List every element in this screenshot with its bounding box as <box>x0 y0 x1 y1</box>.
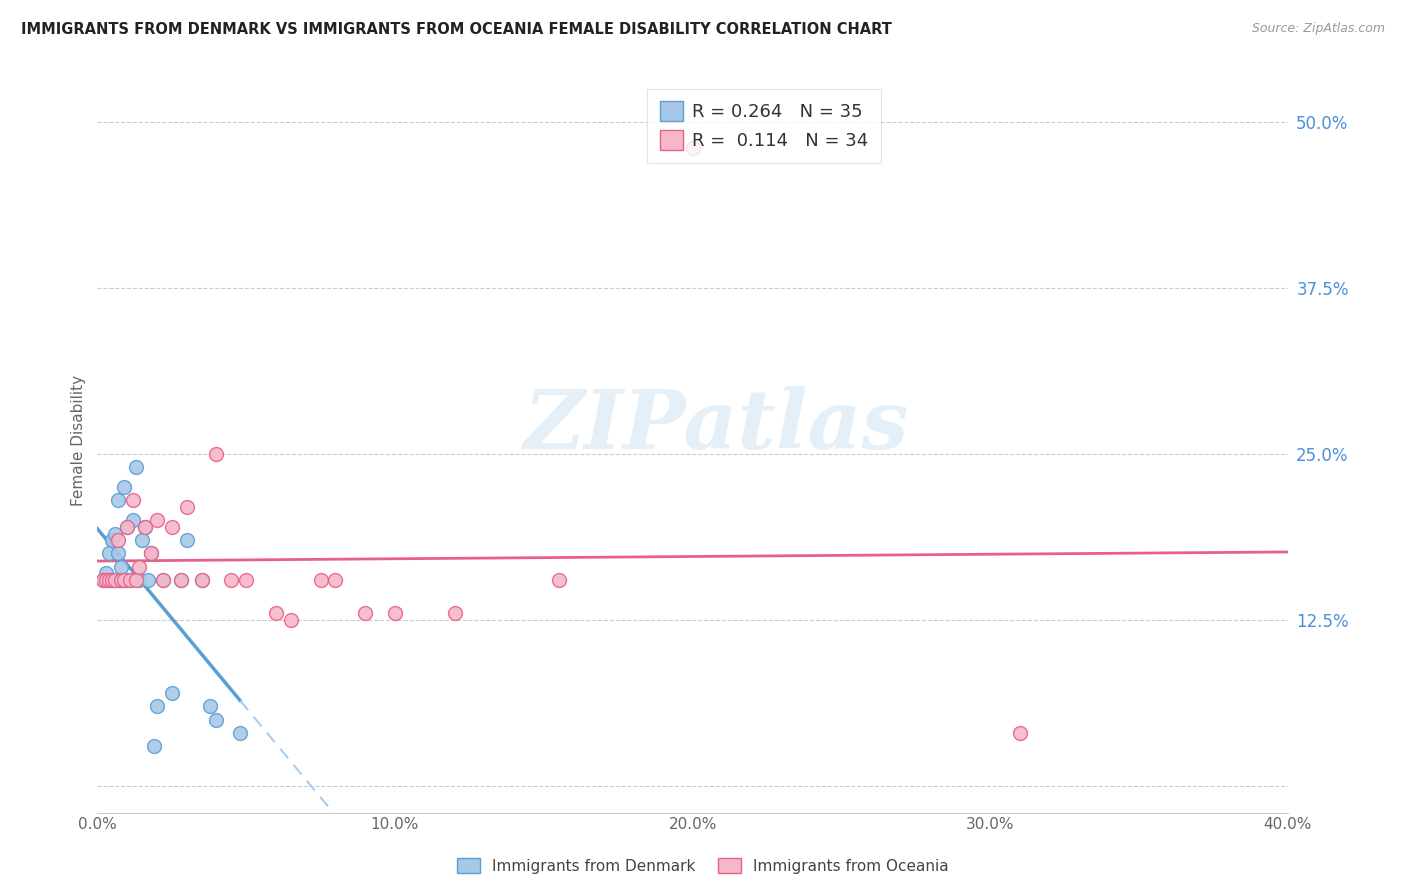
Point <box>120 573 142 587</box>
Point <box>170 573 193 587</box>
Point <box>384 606 406 620</box>
Point <box>98 546 121 560</box>
Point <box>107 493 129 508</box>
Point <box>139 546 162 560</box>
Point <box>98 573 121 587</box>
Point <box>96 573 118 587</box>
Point <box>443 606 465 620</box>
Point <box>110 559 132 574</box>
Point <box>101 573 124 587</box>
Point <box>112 573 135 587</box>
Point <box>122 513 145 527</box>
Point <box>115 573 138 587</box>
Point <box>134 520 156 534</box>
Point <box>354 606 377 620</box>
Text: IMMIGRANTS FROM DENMARK VS IMMIGRANTS FROM OCEANIA FEMALE DISABILITY CORRELATION: IMMIGRANTS FROM DENMARK VS IMMIGRANTS FR… <box>21 22 891 37</box>
Point <box>104 573 127 587</box>
Legend: Immigrants from Denmark, Immigrants from Oceania: Immigrants from Denmark, Immigrants from… <box>451 852 955 880</box>
Point <box>160 686 183 700</box>
Point <box>190 573 212 587</box>
Point <box>110 573 132 587</box>
Point <box>125 573 148 587</box>
Point <box>107 546 129 560</box>
Point <box>96 566 118 581</box>
Point <box>309 573 332 587</box>
Point <box>107 533 129 548</box>
Point <box>280 613 302 627</box>
Point <box>146 699 169 714</box>
Y-axis label: Female Disability: Female Disability <box>72 375 86 506</box>
Point <box>115 520 138 534</box>
Point <box>134 520 156 534</box>
Point <box>146 513 169 527</box>
Point <box>219 573 242 587</box>
Point <box>205 447 228 461</box>
Point <box>128 559 150 574</box>
Point <box>115 520 138 534</box>
Point <box>205 713 228 727</box>
Point <box>176 500 198 514</box>
Point <box>112 480 135 494</box>
Point <box>152 573 174 587</box>
Point <box>152 573 174 587</box>
Point <box>110 573 132 587</box>
Point <box>235 573 257 587</box>
Point <box>122 493 145 508</box>
Point <box>325 573 347 587</box>
Point <box>264 606 287 620</box>
Point <box>136 573 159 587</box>
Point <box>104 526 127 541</box>
Point <box>547 573 569 587</box>
Point <box>1008 726 1031 740</box>
Point <box>176 533 198 548</box>
Point <box>101 573 124 587</box>
Point <box>160 520 183 534</box>
Point <box>229 726 252 740</box>
Point <box>91 573 114 587</box>
Point <box>125 460 148 475</box>
Point <box>120 573 142 587</box>
Point <box>91 573 114 587</box>
Point <box>98 573 121 587</box>
Legend: R = 0.264   N = 35, R =  0.114   N = 34: R = 0.264 N = 35, R = 0.114 N = 34 <box>647 88 882 163</box>
Text: Source: ZipAtlas.com: Source: ZipAtlas.com <box>1251 22 1385 36</box>
Text: ZIPatlas: ZIPatlas <box>523 385 910 466</box>
Point <box>128 573 150 587</box>
Point <box>104 573 127 587</box>
Point <box>112 573 135 587</box>
Point <box>200 699 222 714</box>
Point <box>170 573 193 587</box>
Point <box>190 573 212 587</box>
Point <box>131 533 153 548</box>
Point <box>142 739 165 753</box>
Point <box>139 546 162 560</box>
Point <box>682 141 704 155</box>
Point <box>101 533 124 548</box>
Point <box>107 573 129 587</box>
